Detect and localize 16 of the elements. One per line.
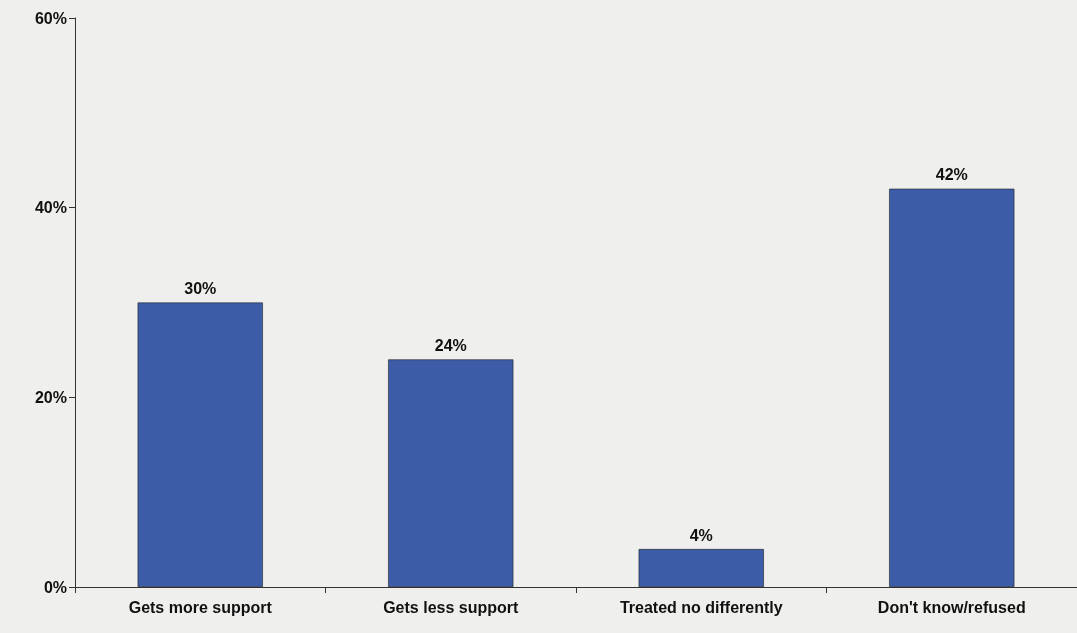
data-label: 30%: [184, 280, 217, 297]
y-tick-label: 0%: [43, 578, 67, 596]
x-tick-label: Don't know/refused: [877, 598, 1026, 616]
bar: [638, 549, 764, 587]
data-label: 24%: [434, 336, 467, 354]
y-tick-label: 40%: [34, 199, 67, 217]
y-tick-label: 60%: [34, 9, 67, 27]
data-label: 4%: [689, 526, 713, 544]
bar: [388, 359, 514, 587]
y-tick-label: 20%: [34, 388, 67, 406]
data-label: 42%: [935, 166, 968, 184]
bar: [889, 188, 1015, 587]
bar: [137, 302, 263, 587]
x-tick-label: Treated no differently: [619, 598, 783, 616]
x-tick-label: Gets less support: [383, 598, 519, 616]
x-tick-label: Gets more support: [128, 598, 273, 616]
